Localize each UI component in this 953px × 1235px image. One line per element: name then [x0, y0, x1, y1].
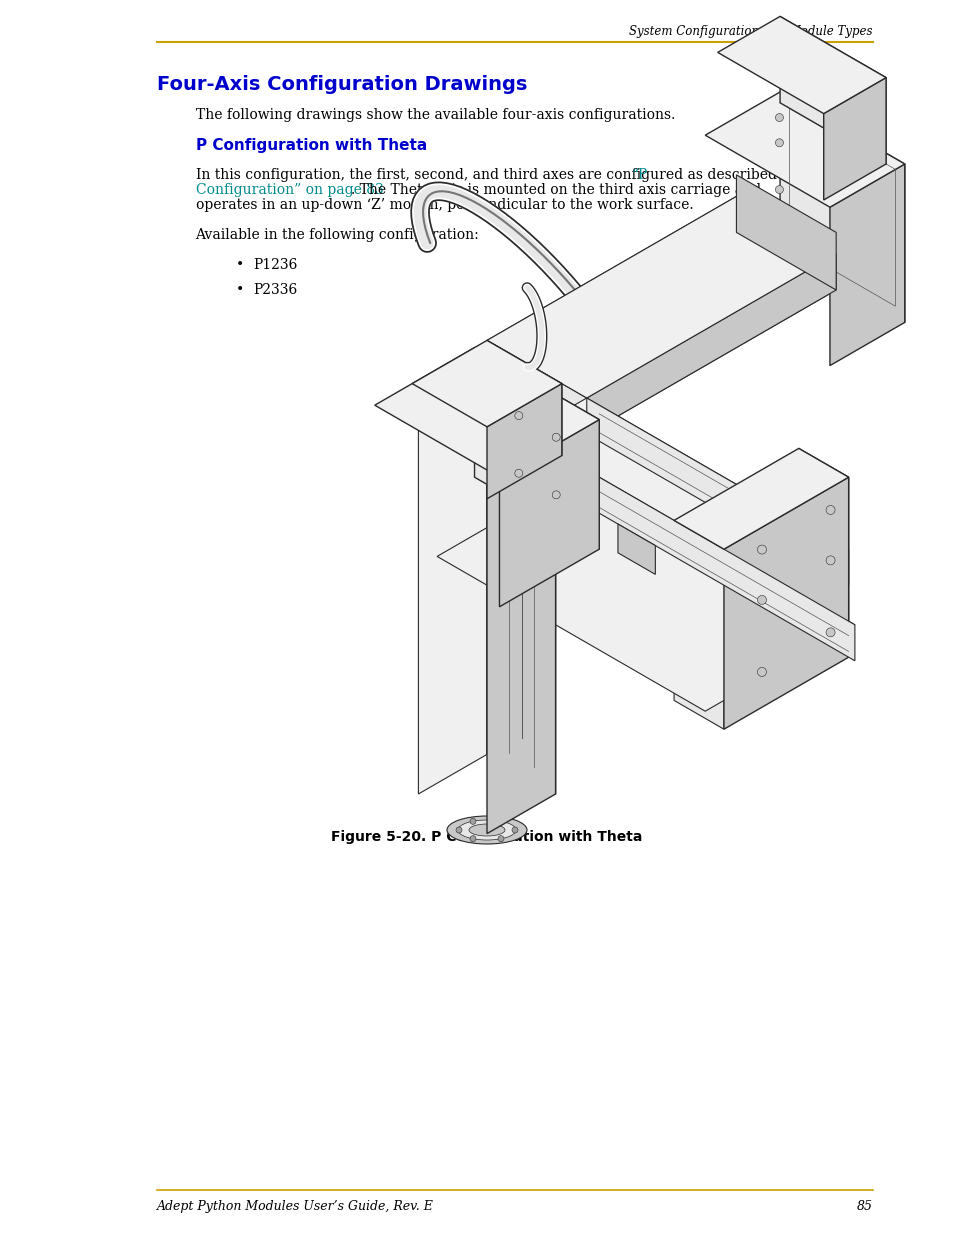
Circle shape — [552, 490, 559, 499]
Polygon shape — [436, 471, 854, 711]
Polygon shape — [736, 175, 836, 290]
Polygon shape — [586, 471, 854, 661]
Circle shape — [775, 185, 782, 194]
Text: P2336: P2336 — [253, 283, 297, 296]
Polygon shape — [780, 91, 903, 322]
Circle shape — [515, 469, 522, 477]
Polygon shape — [798, 448, 848, 657]
Polygon shape — [704, 91, 903, 207]
Polygon shape — [723, 477, 848, 729]
Polygon shape — [586, 398, 848, 585]
Text: System Configuration and Module Types: System Configuration and Module Types — [629, 25, 872, 38]
Text: Figure 5-20. P Configuration with Theta: Figure 5-20. P Configuration with Theta — [331, 830, 642, 844]
Polygon shape — [486, 196, 736, 377]
Text: •: • — [235, 283, 244, 296]
Polygon shape — [486, 232, 836, 433]
Polygon shape — [829, 164, 903, 366]
Polygon shape — [412, 341, 561, 427]
Circle shape — [456, 827, 461, 832]
Polygon shape — [717, 16, 885, 114]
Text: operates in an up-down ‘Z’ motion, perpendicular to the work surface.: operates in an up-down ‘Z’ motion, perpe… — [195, 198, 693, 212]
Circle shape — [757, 667, 765, 677]
Polygon shape — [486, 398, 848, 606]
Text: Four-Axis Configuration Drawings: Four-Axis Configuration Drawings — [157, 75, 527, 94]
Text: In this configuration, the first, second, and third axes are configured as descr: In this configuration, the first, second… — [195, 168, 814, 182]
Polygon shape — [674, 520, 723, 729]
Polygon shape — [499, 420, 598, 606]
Text: . The Theta axis is mounted on the third axis carriage and: . The Theta axis is mounted on the third… — [350, 183, 760, 198]
Circle shape — [512, 827, 517, 832]
Polygon shape — [586, 254, 836, 433]
Text: Configuration” on page 83: Configuration” on page 83 — [195, 183, 383, 198]
Text: P Configuration with Theta: P Configuration with Theta — [195, 138, 426, 153]
Polygon shape — [418, 358, 486, 794]
Circle shape — [825, 505, 834, 515]
Text: Adept Python Modules User’s Guide, Rev. E: Adept Python Modules User’s Guide, Rev. … — [157, 1200, 434, 1213]
Polygon shape — [780, 16, 885, 164]
Polygon shape — [486, 358, 555, 794]
Polygon shape — [486, 384, 561, 499]
Text: 85: 85 — [856, 1200, 872, 1213]
Polygon shape — [375, 347, 598, 477]
Circle shape — [825, 556, 834, 564]
Polygon shape — [822, 78, 885, 200]
Ellipse shape — [469, 824, 504, 836]
Circle shape — [825, 627, 834, 637]
Circle shape — [515, 411, 522, 420]
Polygon shape — [618, 524, 655, 574]
Polygon shape — [674, 448, 848, 550]
Polygon shape — [486, 341, 586, 433]
Circle shape — [775, 114, 782, 121]
Text: “P: “P — [631, 168, 647, 182]
Circle shape — [552, 433, 559, 441]
Circle shape — [497, 836, 503, 842]
Text: P1236: P1236 — [253, 258, 297, 272]
Polygon shape — [486, 341, 561, 456]
Circle shape — [470, 836, 476, 842]
Circle shape — [470, 819, 476, 824]
Text: Available in the following configuration:: Available in the following configuration… — [195, 228, 478, 242]
Circle shape — [775, 211, 782, 219]
Polygon shape — [486, 433, 848, 642]
Polygon shape — [486, 398, 555, 834]
Circle shape — [497, 819, 503, 824]
Circle shape — [757, 595, 765, 604]
Polygon shape — [486, 196, 836, 398]
Polygon shape — [418, 358, 555, 437]
Ellipse shape — [447, 816, 526, 844]
Polygon shape — [474, 347, 598, 550]
Text: The following drawings show the available four-axis configurations.: The following drawings show the availabl… — [195, 107, 674, 122]
Circle shape — [775, 138, 782, 147]
Text: •: • — [235, 258, 244, 272]
Circle shape — [757, 545, 765, 555]
Ellipse shape — [457, 820, 516, 840]
